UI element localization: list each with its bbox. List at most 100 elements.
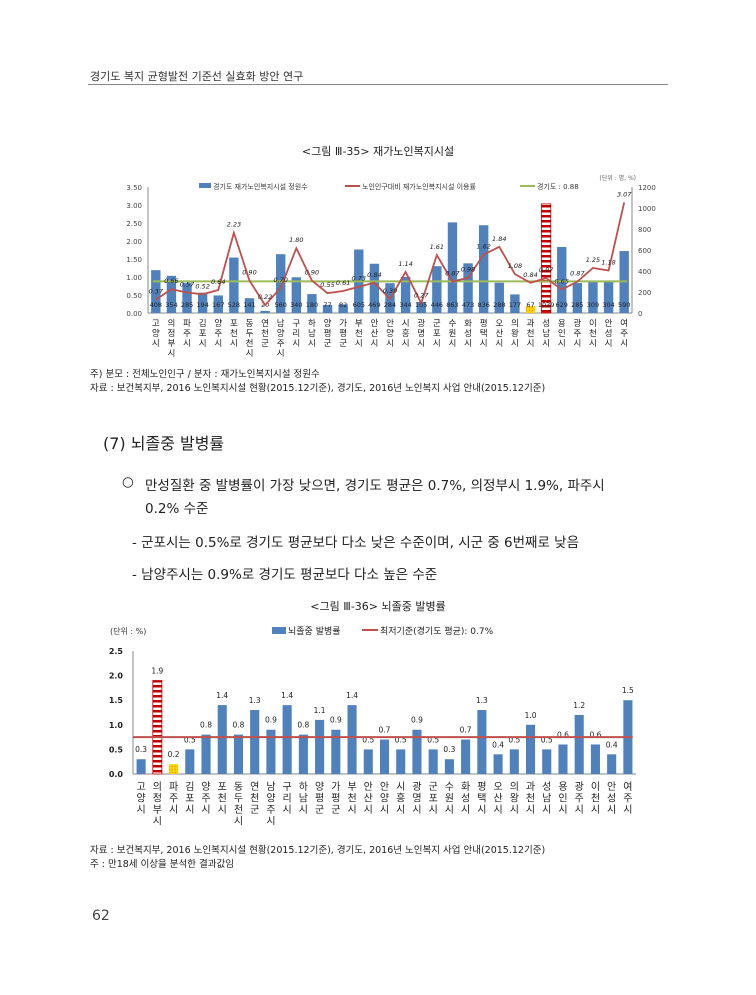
bar	[396, 749, 406, 774]
x-tick-label: 시	[370, 339, 378, 349]
line-data-label: 0.66	[164, 277, 178, 285]
x-tick-label: 시	[526, 804, 535, 816]
bar	[233, 734, 244, 774]
x-tick-label: 주	[214, 329, 222, 339]
x-tick-label: 시	[464, 339, 472, 349]
bar-data-label: 0.9	[265, 716, 277, 725]
bar-data-label: 836	[477, 301, 489, 309]
legend-label: 경기도 재가노인복지시설 정원수	[213, 182, 308, 191]
bar-data-label: 0.9	[330, 716, 342, 725]
x-tick-label: 구	[292, 319, 300, 329]
x-tick-label: 시	[412, 804, 421, 816]
x-tick-label: 천	[347, 793, 356, 805]
x-tick-label: 시	[445, 804, 454, 816]
line-data-label: 3.07	[617, 190, 632, 198]
x-tick-label: 군	[433, 319, 441, 329]
x-tick-label: 시	[234, 816, 243, 828]
x-tick-label: 시	[380, 804, 389, 816]
x-tick-label: 평	[480, 318, 488, 329]
x-tick-label: 군	[429, 781, 438, 793]
x-tick-label: 리	[283, 793, 292, 805]
x-tick-label: 파	[183, 319, 191, 329]
x-tick-label: 산	[370, 328, 378, 339]
bar	[347, 705, 357, 774]
bar-data-label: 0.3	[443, 745, 455, 754]
x-tick-label: 시	[214, 339, 222, 349]
x-tick-label: 원	[449, 329, 457, 339]
bar	[260, 310, 270, 313]
x-tick-label: 포	[433, 329, 441, 339]
bar-data-label: 473	[462, 301, 474, 309]
x-tick-label: 남	[266, 781, 275, 793]
x-tick-label: 동	[234, 781, 243, 793]
bar-data-label: 590	[618, 301, 630, 309]
bar	[477, 710, 487, 774]
bar-data-label: 0.9	[411, 716, 423, 725]
x-tick-label: 시	[168, 349, 176, 359]
x-tick-label: 남	[277, 319, 285, 329]
x-tick-label: 택	[477, 793, 486, 805]
line-data-label: 1.18	[601, 259, 615, 267]
x-tick-label: 천	[527, 328, 535, 339]
x-tick-label: 파	[169, 781, 178, 793]
right-tick-label: 1000	[638, 205, 656, 213]
x-tick-label: 포	[230, 319, 238, 329]
x-tick-label: 시	[558, 804, 567, 816]
bar	[136, 759, 146, 774]
x-tick-label: 시	[607, 804, 616, 816]
x-tick-label: 시	[495, 339, 503, 349]
bar-data-label: 0.6	[557, 730, 569, 739]
x-tick-label: 시	[558, 339, 566, 349]
x-tick-label: 오	[495, 319, 503, 329]
line-data-label: 0.64	[211, 278, 225, 286]
bar	[197, 292, 208, 313]
x-tick-label: 주	[169, 794, 178, 805]
line-data-label: 1.08	[508, 262, 522, 270]
line-data-label: 0.27	[414, 291, 429, 299]
x-tick-label: 시	[623, 804, 632, 816]
bar-data-label: 1.2	[573, 701, 585, 710]
bar-data-label: 0.5	[184, 735, 196, 744]
bar-data-label: 285	[571, 301, 583, 309]
x-tick-label: 시	[402, 339, 410, 349]
x-tick-label: 광	[573, 318, 581, 329]
left-tick-label: 3.00	[126, 202, 142, 210]
x-tick-label: 양	[152, 328, 160, 339]
right-tick-label: 0	[638, 310, 642, 318]
line-data-label: 0.65	[554, 278, 568, 286]
bar	[331, 729, 341, 774]
x-tick-label: 주	[277, 339, 285, 349]
y-tick-label: 0.5	[109, 745, 124, 754]
x-tick-label: 천	[261, 328, 269, 339]
bullet-text-line1: 만성질환 중 발병률이 가장 낮으면, 경기도 평균은 0.7%, 의정부시 1…	[145, 478, 605, 494]
right-tick-label: 600	[638, 247, 651, 255]
bar	[291, 277, 302, 313]
figure-35-note: 주) 분모 : 전체노인인구 / 분자 : 재가노인복지시설 정원수	[90, 369, 320, 380]
x-tick-label: 부	[347, 782, 356, 793]
x-tick-label: 주	[575, 794, 584, 805]
x-tick-label: 시	[605, 339, 613, 349]
bar-data-label: 309	[587, 301, 599, 309]
bar-data-label: 77	[323, 301, 331, 309]
bar	[400, 276, 411, 313]
line-data-label: 0.37	[149, 288, 164, 296]
x-tick-label: 용	[558, 319, 566, 329]
x-tick-label: 남	[299, 793, 308, 805]
x-tick-label: 천	[589, 328, 597, 339]
x-tick-label: 안	[607, 781, 616, 793]
x-tick-label: 군	[261, 339, 269, 349]
x-tick-label: 성	[607, 793, 616, 805]
x-tick-label: 성	[461, 793, 470, 805]
bar-data-label: 0.3	[135, 745, 147, 754]
left-tick-label: 1.00	[126, 274, 142, 282]
bar-data-label: 167	[212, 301, 224, 309]
x-tick-label: 군	[250, 804, 259, 816]
bar	[369, 263, 380, 313]
bar	[182, 283, 192, 313]
bar-data-label: 82	[339, 301, 347, 309]
x-tick-label: 주	[183, 329, 191, 339]
bar	[510, 294, 520, 313]
bar-data-label: 288	[493, 301, 505, 309]
bar-data-label: 0.2	[168, 750, 180, 759]
x-tick-label: 가	[339, 319, 347, 329]
